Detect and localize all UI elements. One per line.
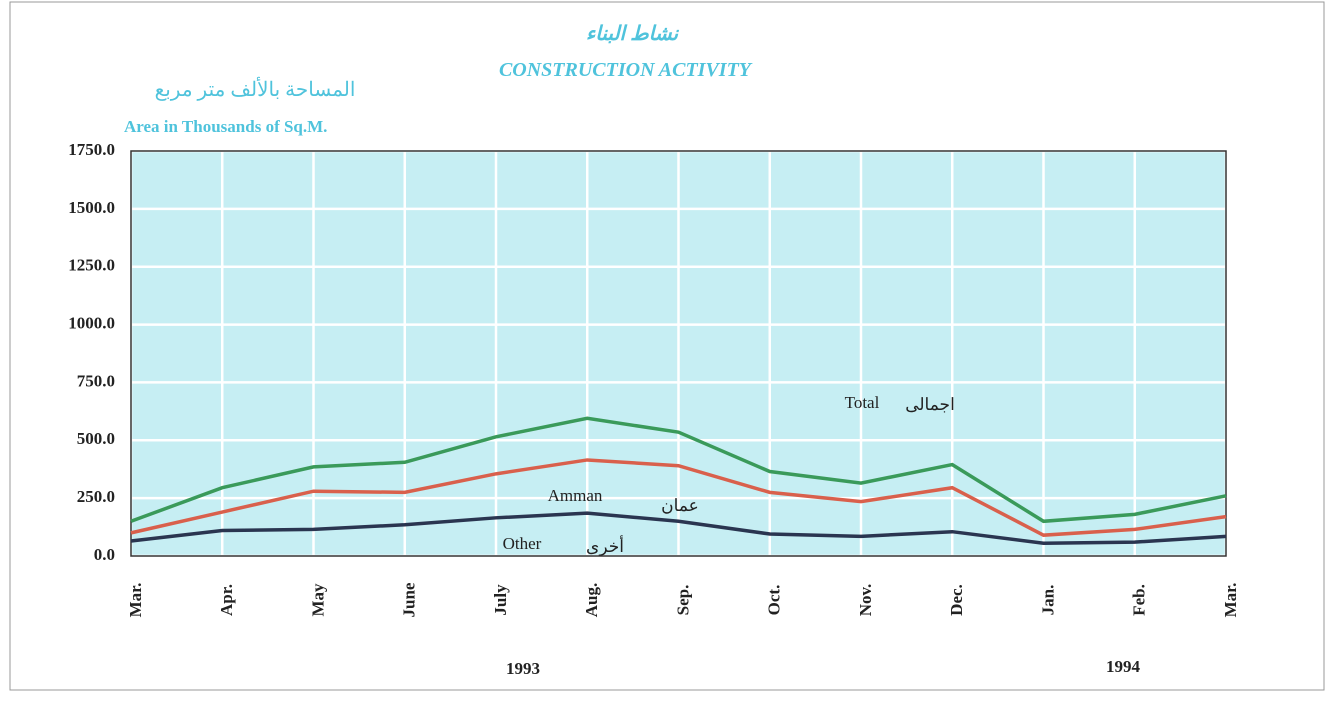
y-axis-label-ar: المساحة بالألف متر مربع xyxy=(155,76,356,101)
frame xyxy=(9,1,1325,691)
plot-border xyxy=(130,150,1227,557)
y-tick-label: 250.0 xyxy=(77,487,115,506)
x-tick-label: Mar. xyxy=(1221,583,1240,618)
x-tick-label: Aug. xyxy=(582,583,601,617)
x-tick-label: July xyxy=(491,584,510,616)
x-tick-label: May xyxy=(308,583,327,617)
chart-subtitle: CONSTRUCTION ACTIVITY xyxy=(499,59,753,81)
y-tick-label: 1750.0 xyxy=(68,140,115,159)
y-tick-label: 750.0 xyxy=(77,371,115,390)
line-series xyxy=(130,416,1227,524)
x-tick-label: Jan. xyxy=(1038,585,1057,616)
series-label: Other xyxy=(503,534,542,553)
chart-title: نشاط البناء xyxy=(586,23,680,45)
line-series xyxy=(130,511,1227,546)
x-tick-label: Nov. xyxy=(856,584,875,617)
x-tick-label: June xyxy=(400,582,419,617)
year-label: 1994 xyxy=(1106,657,1141,676)
y-tick-label: 0.0 xyxy=(94,545,115,564)
x-tick-label: Mar. xyxy=(126,583,145,618)
y-tick-label: 1000.0 xyxy=(68,313,115,332)
y-axis-label: Area in Thousands of Sq.M. xyxy=(124,117,327,136)
x-tick-label: Dec. xyxy=(947,584,966,616)
y-tick-label: 1250.0 xyxy=(68,256,115,275)
x-tick-label: Oct. xyxy=(765,585,784,616)
x-tick-label: Feb. xyxy=(1130,584,1149,616)
x-tick-label: Sep. xyxy=(673,585,692,616)
series-label: Total xyxy=(845,393,880,412)
series-label-ar: عمان xyxy=(661,496,699,515)
series-label-ar: اجمالى xyxy=(905,395,955,414)
year-label: 1993 xyxy=(506,659,540,678)
x-tick-label: Apr. xyxy=(217,584,236,616)
y-tick-label: 500.0 xyxy=(77,429,115,448)
series-label-ar: أخرى xyxy=(586,535,624,557)
series-label: Amman xyxy=(548,486,603,505)
y-tick-label: 1500.0 xyxy=(68,198,115,217)
line-series xyxy=(130,458,1227,537)
